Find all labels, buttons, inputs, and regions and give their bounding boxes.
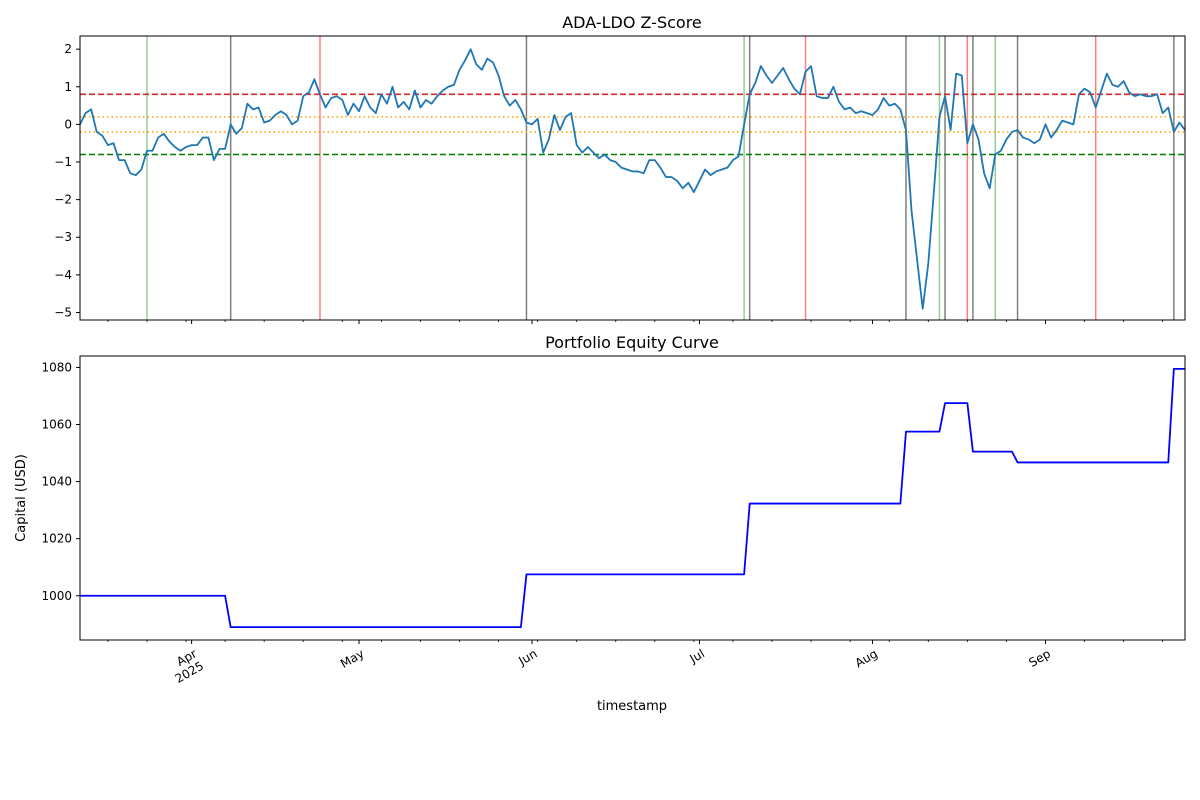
x-tick-label: Jul — [687, 646, 707, 666]
zscore-line — [79, 48, 1186, 310]
y-tick-label: −4 — [54, 268, 72, 282]
equity-chart-title: Portfolio Equity Curve — [545, 333, 719, 352]
zscore-chart-title: ADA-LDO Z-Score — [562, 13, 702, 32]
threshold-lines — [80, 93, 1185, 156]
zscore-series — [79, 48, 1186, 310]
y-tick-label: 2 — [64, 42, 72, 56]
y-tick-label: 1060 — [41, 418, 72, 432]
y-tick-label: 1 — [64, 80, 72, 94]
y-tick-label: 1080 — [41, 360, 72, 374]
y-tick-label: 0 — [64, 117, 72, 131]
equity-axes-frame — [79, 355, 1186, 641]
y-tick-label: −5 — [54, 305, 72, 319]
y-tick-label: −3 — [54, 230, 72, 244]
y-tick-label: 1020 — [41, 532, 72, 546]
equity-series — [80, 367, 1185, 629]
equity-y-axis-ticks: 1000 1020 1040 1060 1080 — [41, 360, 80, 603]
zscore-panel: ADA-LDO Z-Score 2 1 0 −1 −2 −3 −4 −5 — [54, 13, 1186, 324]
zscore-axes-frame — [79, 35, 1186, 321]
equity-y-axis-label: Capital (USD) — [14, 454, 29, 542]
y-tick-label: 1040 — [41, 475, 72, 489]
zscore-y-axis-ticks: 2 1 0 −1 −2 −3 −4 −5 — [54, 42, 80, 319]
trade-signal-lines — [146, 36, 1175, 320]
equity-x-axis-label: timestamp — [597, 699, 667, 714]
y-tick-label: −2 — [54, 193, 72, 207]
y-tick-label: 1000 — [41, 589, 72, 603]
y-tick-label: −1 — [54, 155, 72, 169]
equity-line — [80, 367, 1185, 629]
